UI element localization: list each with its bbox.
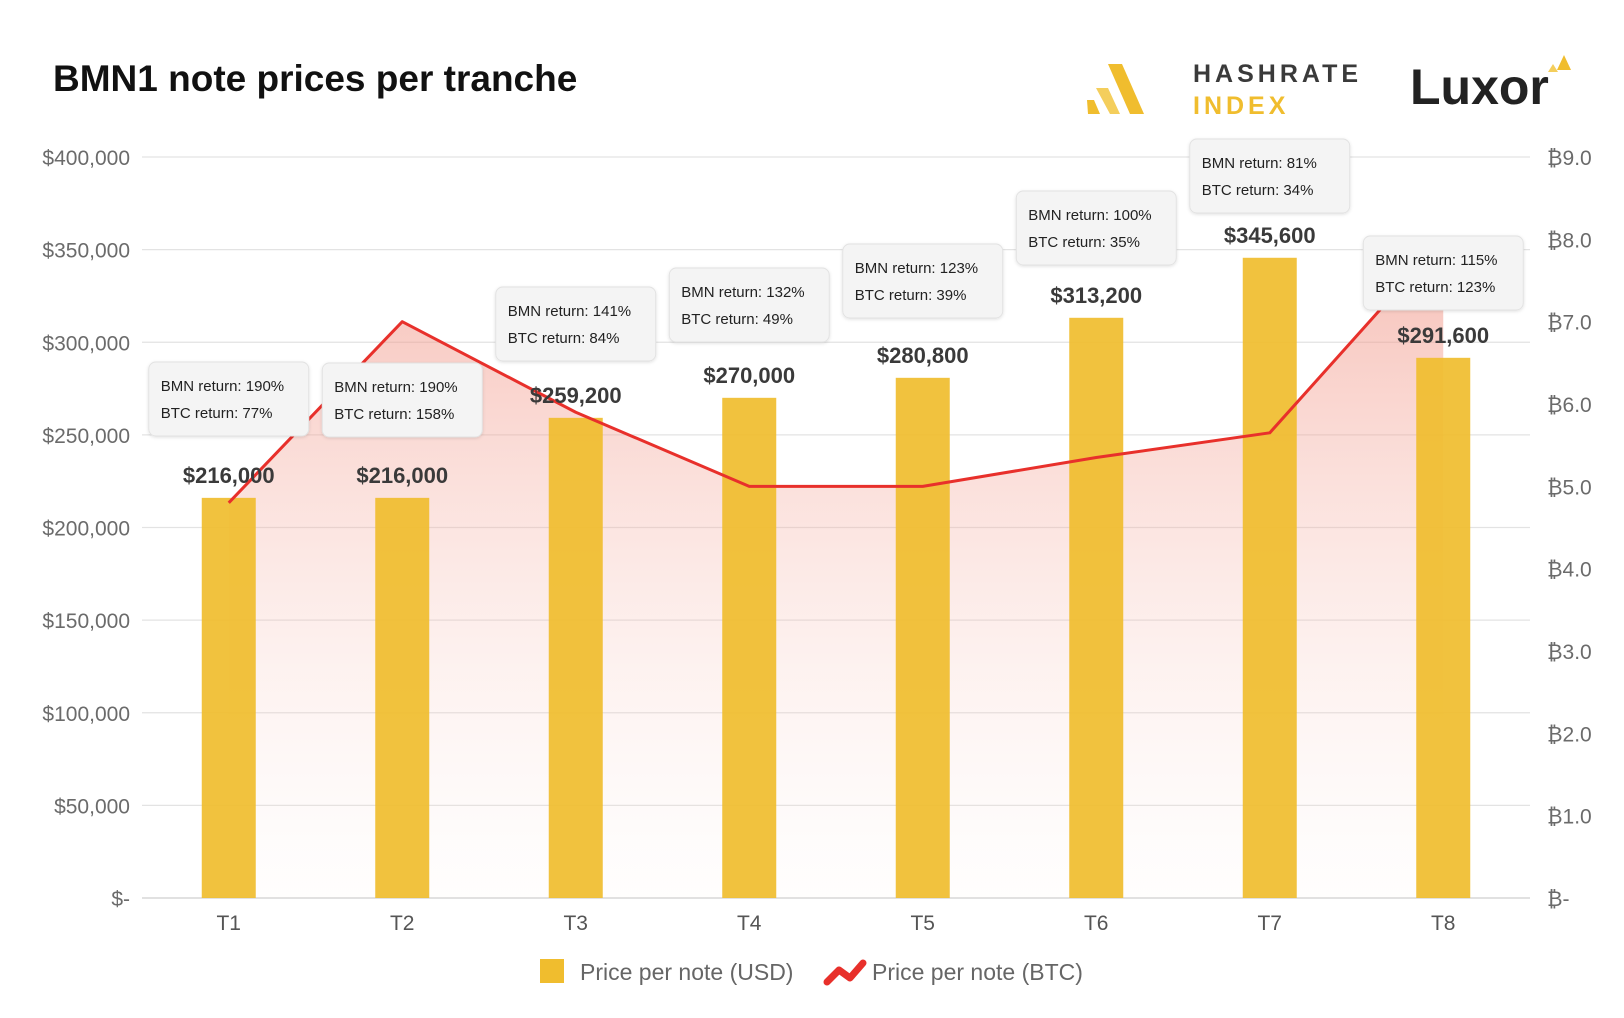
bmn-return-label: BMN return: 132% [681,284,804,301]
bar-value-label: $313,200 [1050,283,1142,308]
legend-swatch-usd [540,959,564,983]
y-right-tick-label: ₿- [1547,888,1570,911]
bar-value-label: $270,000 [703,363,795,388]
y-right-tick-label: ₿2.0 [1547,723,1592,746]
btc-return-label: BTC return: 34% [1202,182,1314,199]
luxor-logo-text: Luxor [1410,59,1549,115]
y-left-tick-label: $350,000 [42,240,130,263]
y-right-tick-label: ₿5.0 [1547,476,1592,499]
legend-swatch-btc [823,959,867,986]
y-right-tick-label: ₿6.0 [1547,394,1592,417]
btc-return-label: BTC return: 49% [681,311,793,328]
bmn-return-label: BMN return: 123% [855,260,978,277]
bmn-return-label: BMN return: 100% [1028,207,1151,224]
bar-value-label: $280,800 [877,343,969,368]
btc-return-label: BTC return: 77% [161,405,273,422]
bar-t8 [1416,357,1471,898]
x-tick-label: T7 [1257,912,1282,935]
annotation-box [1362,235,1524,311]
y-left-tick-label: $100,000 [42,703,130,726]
x-tick-label: T5 [910,912,935,935]
bmn-return-label: BMN return: 115% [1375,252,1497,269]
hashrate-index-logo: HASHRATE INDEX [1087,60,1362,120]
y-left-tick-label: $150,000 [42,610,130,633]
x-tick-label: T4 [737,912,762,935]
y-right-tick-label: ₿3.0 [1547,641,1592,664]
y-left-tick-label: $50,000 [54,795,130,818]
btc-price-line [227,238,1445,504]
bar-t6 [1069,317,1124,898]
luxor-logo-mark-icon-2 [1548,64,1558,72]
bmn-return-label: BMN return: 81% [1202,155,1317,172]
luxor-logo-mark-icon [1557,55,1571,70]
x-tick-label: T1 [216,912,241,935]
legend-label-usd: Price per note (USD) [580,959,793,985]
annotation-box [1015,190,1177,266]
hashrate-logo-mark-icon-2 [1096,88,1120,114]
hashrate-logo-mark-icon-3 [1087,100,1100,114]
y-right-tick-label: ₿4.0 [1547,559,1592,582]
luxor-logo: Luxor [1410,55,1571,115]
bar-value-label: $259,200 [530,383,622,408]
return-annotation-t3: BMN return: 141% BTC return: 84% [495,286,657,362]
bmn-return-label: BMN return: 141% [508,303,631,320]
bmn-return-label: BMN return: 190% [334,379,457,396]
y-left-tick-label: $400,000 [42,147,130,170]
bar-value-label: $291,600 [1397,323,1489,348]
btc-return-label: BTC return: 35% [1028,234,1140,251]
bar-value-label: $216,000 [356,463,448,488]
y-right-tick-label: ₿7.0 [1547,312,1592,335]
btc-return-label: BTC return: 84% [508,330,620,347]
bar-t1 [201,497,256,898]
btc-return-label: BTC return: 158% [334,406,454,423]
bar-value-label: $216,000 [183,463,275,488]
annotation-box [495,286,657,362]
hashrate-logo-text: HASHRATE [1193,60,1362,88]
hashrate-logo-mark-icon [1108,64,1144,114]
annotation-box [668,267,830,343]
bar-t7 [1242,257,1297,898]
x-tick-label: T2 [390,912,415,935]
bar-t5 [895,377,950,898]
legend-label-btc: Price per note (BTC) [872,959,1083,985]
chart-title: BMN1 note prices per tranche [53,58,577,99]
return-annotation-t5: BMN return: 123% BTC return: 39% [842,243,1004,319]
bar-t4 [722,397,777,898]
y-left-tick-label: $200,000 [42,518,130,541]
btc-return-label: BTC return: 39% [855,287,967,304]
return-annotation-t7: BMN return: 81% BTC return: 34% [1189,138,1351,214]
return-annotation-t8: BMN return: 115% BTC return: 123% [1362,235,1524,311]
y-left-tick-label: $250,000 [42,425,130,448]
return-annotation-t6: BMN return: 100% BTC return: 35% [1015,190,1177,266]
index-logo-text: INDEX [1193,92,1289,120]
btc-area-fill [228,239,1444,899]
annotation-box [842,243,1004,319]
annotation-box [1189,138,1351,214]
return-annotation-t4: BMN return: 132% BTC return: 49% [668,267,830,343]
y-right-tick-label: ₿1.0 [1547,806,1592,829]
return-annotation-t2: BMN return: 190% BTC return: 158% [321,362,483,438]
x-tick-label: T6 [1084,912,1109,935]
bar-t3 [548,417,603,898]
y-right-tick-label: ₿8.0 [1547,229,1592,252]
x-tick-label: T3 [563,912,588,935]
annotation-box [148,361,310,437]
btc-return-label: BTC return: 123% [1375,279,1495,296]
annotation-box [321,362,483,438]
y-right-tick-label: ₿9.0 [1547,147,1592,170]
legend: Price per note (USD) Price per note (BTC… [540,959,1083,986]
return-annotation-t1: BMN return: 190% BTC return: 77% [148,361,310,437]
y-left-tick-label: $300,000 [42,332,130,355]
bar-value-label: $345,600 [1224,223,1316,248]
y-left-tick-label: $- [111,888,130,911]
bar-t2 [375,497,430,898]
x-tick-label: T8 [1431,912,1456,935]
bmn-return-label: BMN return: 190% [161,378,284,395]
